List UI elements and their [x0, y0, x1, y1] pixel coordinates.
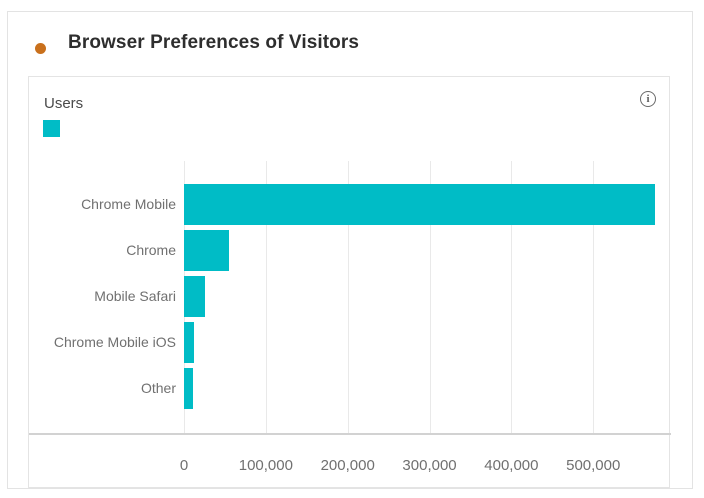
category-label: Chrome Mobile iOS — [53, 334, 176, 350]
bar-other[interactable] — [184, 368, 193, 409]
chart-panel: Users i Chrome Mobile Chrome Mobile Safa… — [28, 76, 671, 488]
tick-label: 200,000 — [320, 457, 375, 474]
tick-label: 0 — [179, 457, 189, 474]
gridline — [429, 161, 431, 434]
card-title-row: Browser Preferences of Visitors — [8, 30, 692, 62]
tick-label: 300,000 — [402, 457, 457, 474]
tick-label: 100,000 — [238, 457, 293, 474]
bar-chrome-mobile[interactable] — [184, 184, 655, 225]
bar-mobile-safari[interactable] — [184, 276, 206, 317]
category-label: Chrome Mobile — [81, 196, 176, 212]
category-label: Other — [140, 380, 176, 396]
category-label: Mobile Safari — [94, 288, 176, 304]
gridline — [265, 161, 267, 434]
legend-swatch[interactable] — [43, 120, 60, 137]
legend-label: Users — [44, 95, 84, 112]
visualization-card: Browser Preferences of Visitors Users i … — [7, 11, 693, 489]
plot-area — [184, 161, 671, 434]
gridline — [347, 161, 349, 434]
gridline — [511, 161, 513, 434]
bar-chrome[interactable] — [184, 230, 230, 271]
gridline — [593, 161, 595, 434]
bar-chrome-mobile-ios[interactable] — [184, 322, 195, 363]
card-title: Browser Preferences of Visitors — [68, 32, 360, 53]
x-axis-ticks: 0 100,000 200,000 300,000 400,000 500,00… — [180, 457, 671, 477]
info-icon[interactable]: i — [640, 91, 656, 107]
visualization-dot-icon — [35, 43, 46, 54]
tick-label: 500,000 — [566, 457, 621, 474]
category-label: Chrome — [126, 242, 176, 258]
x-axis-line — [29, 433, 671, 435]
tick-label: 400,000 — [484, 457, 539, 474]
